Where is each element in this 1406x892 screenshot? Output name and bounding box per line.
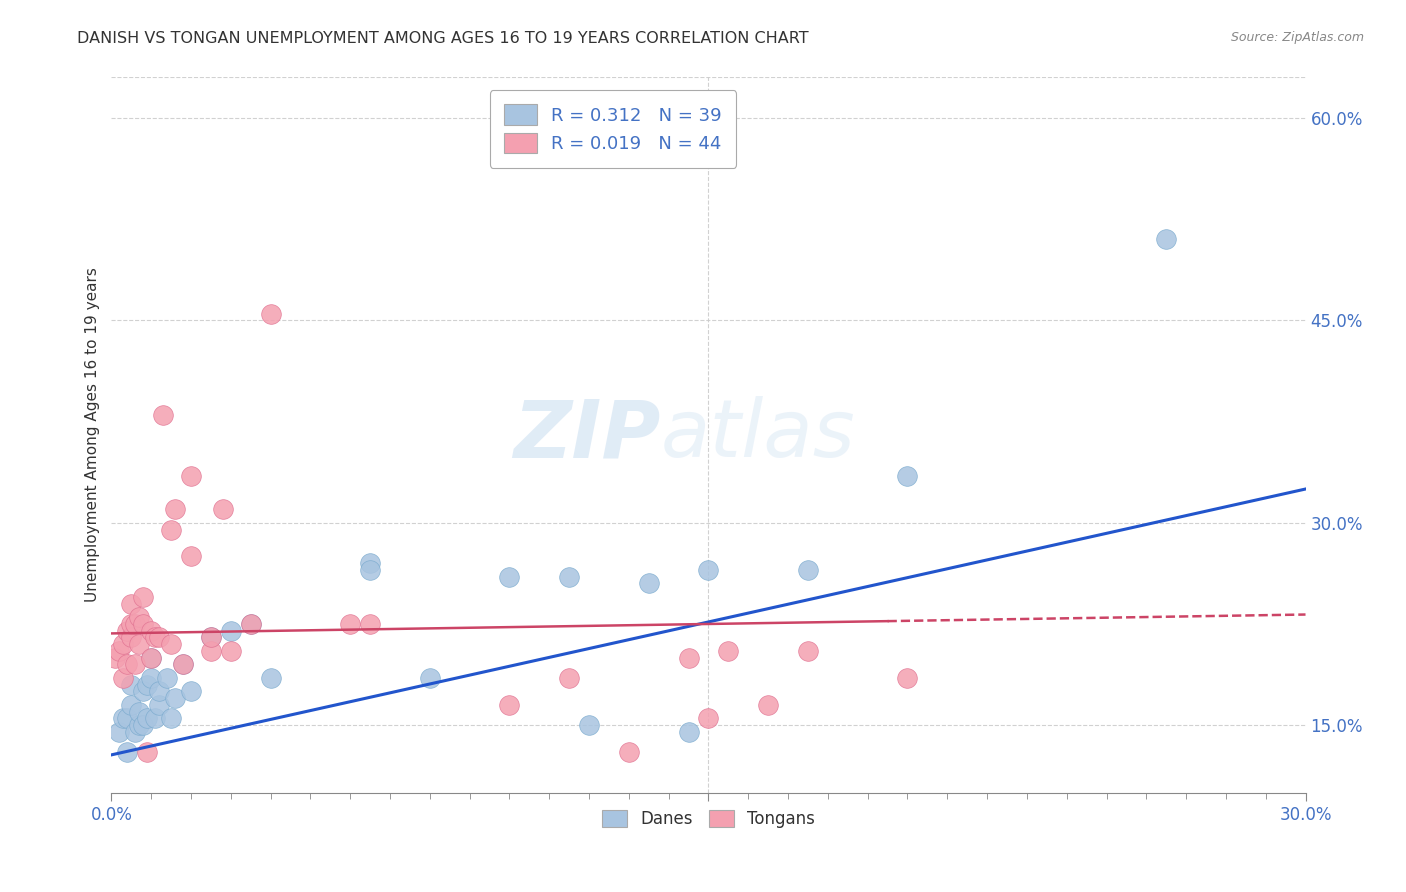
Point [148,698,170,712]
Point [172,657,194,672]
Point [141,671,163,685]
Point [117,745,139,759]
Point [141,650,163,665]
Point [156,671,179,685]
Point [108,644,131,658]
Point [148,684,170,698]
Point [359,617,381,632]
Point [148,631,170,645]
Point [180,684,202,698]
Point [136,678,159,692]
Point [219,624,242,638]
Point [797,563,820,577]
Point [697,563,720,577]
Point [219,644,242,658]
Point [136,711,159,725]
Point [160,711,183,725]
Point [104,650,127,665]
Point [896,671,918,685]
Point [120,678,142,692]
Point [259,307,281,321]
Y-axis label: Unemployment Among Ages 16 to 19 years: Unemployment Among Ages 16 to 19 years [86,268,100,602]
Point [117,711,139,725]
Point [200,631,222,645]
Point [132,617,155,632]
Point [117,624,139,638]
Point [132,684,155,698]
Point [1154,232,1177,246]
Point [797,644,820,658]
Text: DANISH VS TONGAN UNEMPLOYMENT AMONG AGES 16 TO 19 YEARS CORRELATION CHART: DANISH VS TONGAN UNEMPLOYMENT AMONG AGES… [77,31,808,46]
Point [165,502,187,516]
Point [128,705,150,719]
Text: atlas: atlas [661,396,855,474]
Point [152,408,174,422]
Point [678,650,700,665]
Point [112,671,135,685]
Point [108,725,131,739]
Point [212,502,235,516]
Point [128,610,150,624]
Text: ZIP: ZIP [513,396,661,474]
Point [498,698,520,712]
Point [498,570,520,584]
Point [359,563,381,577]
Point [112,637,135,651]
Point [160,637,183,651]
Point [617,745,640,759]
Point [558,671,581,685]
Point [756,698,779,712]
Point [132,718,155,732]
Point [259,671,281,685]
Point [143,631,166,645]
Point [165,691,187,706]
Point [359,556,381,570]
Point [132,590,155,604]
Point [678,725,700,739]
Point [120,617,142,632]
Point [419,671,441,685]
Point [172,657,194,672]
Text: Source: ZipAtlas.com: Source: ZipAtlas.com [1230,31,1364,45]
Point [697,711,720,725]
Point [143,711,166,725]
Point [120,597,142,611]
Point [239,617,262,632]
Point [200,631,222,645]
Point [339,617,361,632]
Point [160,523,183,537]
Point [124,617,146,632]
Point [136,745,159,759]
Point [578,718,600,732]
Point [124,657,146,672]
Legend: Danes, Tongans: Danes, Tongans [595,803,823,834]
Point [128,637,150,651]
Point [141,650,163,665]
Point [128,718,150,732]
Point [120,698,142,712]
Point [124,725,146,739]
Point [896,468,918,483]
Point [120,631,142,645]
Point [141,624,163,638]
Point [112,711,135,725]
Point [558,570,581,584]
Point [180,549,202,564]
Point [717,644,740,658]
Point [117,657,139,672]
Point [239,617,262,632]
Point [180,468,202,483]
Point [637,576,659,591]
Point [200,644,222,658]
